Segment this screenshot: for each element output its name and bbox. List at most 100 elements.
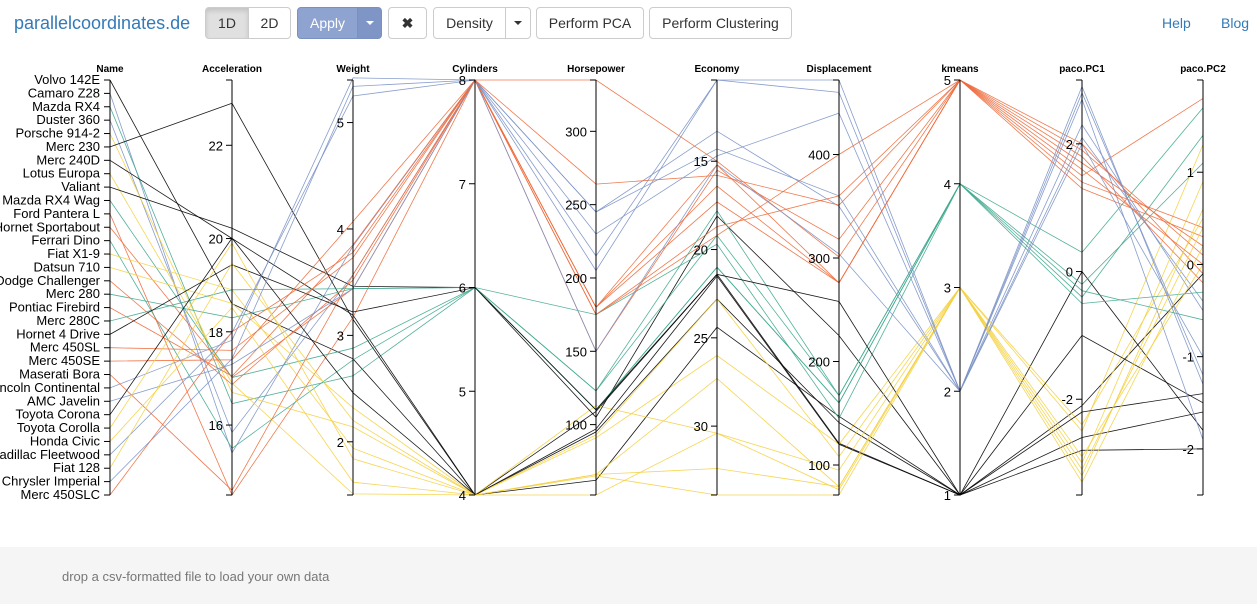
density-button[interactable]: Density [433, 7, 506, 39]
perform-pca-button[interactable]: Perform PCA [536, 7, 644, 39]
tick-label: 6 [459, 281, 466, 296]
data-line [109, 79, 1204, 379]
data-line [109, 77, 1204, 393]
footer: drop a csv-formatted file to load your o… [0, 547, 1257, 604]
axis-paco-pc2[interactable]: paco.PC2 -2 -1 0 1 [1180, 64, 1226, 496]
tick-label: Valiant [61, 179, 100, 194]
tick-label: Datsun 710 [34, 259, 101, 274]
tick-label: Toyota Corolla [17, 420, 101, 435]
footer-text: drop a csv-formatted file to load your o… [62, 569, 330, 584]
tick-label: 16 [209, 418, 223, 433]
navbar: parallelcoordinates.de 1D 2D Apply ✖ Den… [0, 0, 1257, 50]
help-link[interactable]: Help [1162, 15, 1191, 31]
axis-horsepower[interactable]: Horsepower 100 150 200 250 300 [565, 64, 625, 496]
tick-label: Ferrari Dino [31, 233, 100, 248]
tick-label: -1 [1182, 350, 1194, 365]
tick-label: 8 [459, 73, 466, 88]
tick-label: 25 [694, 331, 708, 346]
tick-label: 2 [337, 435, 344, 450]
tick-label: -2 [1061, 392, 1073, 407]
tick-label: 300 [808, 251, 830, 266]
tick-label: 7 [459, 177, 466, 192]
tick-label: 0 [1066, 265, 1073, 280]
tick-label: Lotus Europa [23, 166, 101, 181]
data-line [109, 79, 1204, 351]
density-dropdown-button[interactable] [505, 7, 531, 39]
tick-label: Hornet Sportabout [0, 219, 100, 234]
tick-label: 30 [694, 419, 708, 434]
clear-button[interactable]: ✖ [388, 7, 427, 39]
tick-label: Merc 450SE [28, 353, 100, 368]
data-line [109, 79, 1204, 377]
tick-label: Chrysler Imperial [2, 474, 100, 489]
axis-paco-pc1[interactable]: paco.PC1 -2 0 2 [1059, 64, 1105, 496]
apply-button[interactable]: Apply [297, 7, 358, 39]
tick-label: -2 [1182, 442, 1194, 457]
data-line [109, 183, 1204, 397]
tick-label: 1 [1187, 165, 1194, 180]
axis-weight[interactable]: Weight 2 3 4 5 [336, 64, 370, 496]
tick-label: 4 [459, 488, 466, 503]
axis-title: Economy [694, 64, 739, 75]
axis-economy[interactable]: Economy 15 20 25 30 [694, 64, 740, 496]
data-line [109, 79, 1204, 496]
tick-label: Mazda RX4 [32, 99, 100, 114]
data-line [109, 253, 1204, 496]
axis-title: Name [96, 64, 124, 75]
axis-title: Acceleration [202, 64, 262, 75]
axis-title: Weight [336, 64, 370, 75]
data-line [109, 133, 1204, 496]
data-line [109, 79, 1204, 482]
tick-label: 0 [1187, 257, 1194, 272]
axis-title: Displacement [806, 64, 872, 75]
data-line [109, 186, 1204, 496]
tick-label: 100 [808, 458, 830, 473]
tick-label: 5 [944, 73, 951, 88]
tick-label: 15 [694, 154, 708, 169]
tick-label: 4 [944, 177, 951, 192]
data-line [109, 245, 1204, 496]
data-line [109, 218, 1204, 496]
axis-title: kmeans [941, 64, 979, 75]
tick-label: 200 [808, 354, 830, 369]
perform-clustering-button[interactable]: Perform Clustering [649, 7, 792, 39]
tick-label: Fiat X1-9 [47, 246, 100, 261]
data-line [109, 79, 1204, 434]
mode-1d-button[interactable]: 1D [205, 7, 249, 39]
chevron-down-icon [365, 21, 374, 25]
data-line [109, 159, 1204, 496]
tick-label: 20 [209, 232, 223, 247]
tick-label: 20 [694, 243, 708, 258]
close-icon: ✖ [401, 14, 414, 31]
data-line [109, 183, 1204, 397]
data-line [109, 79, 1204, 496]
blog-link[interactable]: Blog [1221, 15, 1250, 31]
tick-label: 200 [565, 271, 587, 286]
data-line [109, 162, 1204, 411]
axis-acceleration[interactable]: Acceleration 16 18 20 22 [202, 64, 262, 496]
axis-title: Horsepower [567, 64, 625, 75]
tick-label: Cadillac Fleetwood [0, 447, 100, 462]
tick-label: Dodge Challenger [0, 273, 101, 288]
tick-label: 2 [944, 384, 951, 399]
tick-label: Merc 280C [36, 313, 100, 328]
mode-2d-button[interactable]: 2D [248, 7, 291, 39]
axis-displacement[interactable]: Displacement 100 200 300 400 [806, 64, 872, 496]
data-lines [109, 77, 1204, 496]
tick-label: Honda Civic [30, 433, 101, 448]
axis-kmeans[interactable]: kmeans 1 2 3 4 5 [941, 64, 979, 503]
tick-label: 2 [1066, 137, 1073, 152]
tick-label: Pontiac Firebird [9, 300, 100, 315]
axis-cylinders[interactable]: Cylinders 4 5 6 7 8 [452, 64, 498, 503]
tick-label: 150 [565, 344, 587, 359]
tick-label: 3 [337, 328, 344, 343]
tick-label: Toyota Corona [15, 407, 100, 422]
data-line [109, 208, 1204, 496]
data-line [109, 79, 1204, 491]
data-line [109, 173, 1204, 496]
apply-dropdown-button[interactable] [357, 7, 382, 39]
brand-link[interactable]: parallelcoordinates.de [14, 13, 191, 33]
data-line [109, 79, 1204, 386]
